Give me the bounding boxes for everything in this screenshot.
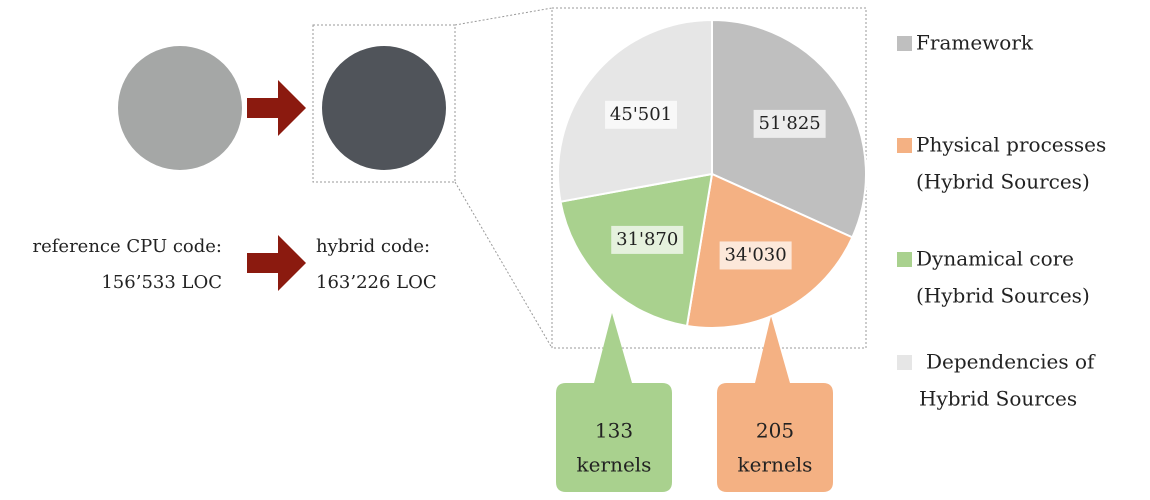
callout [717, 316, 833, 492]
zoom-line [454, 7, 553, 26]
arrow [247, 80, 306, 136]
legend-label: Physical processes [916, 133, 1106, 157]
legend-label: Hybrid Sources [919, 387, 1077, 411]
slice-label: 51'825 [759, 113, 821, 134]
legend-label: Dependencies of [926, 350, 1096, 374]
label-bg [611, 225, 684, 254]
label-bg [753, 109, 826, 138]
reference-loc: 156’533 LOC [101, 272, 222, 293]
legend-swatch [897, 355, 912, 370]
callout-unit: kernels [738, 453, 813, 477]
arrow [247, 235, 306, 291]
hybrid-loc: 163’226 LOC [316, 272, 437, 293]
slice-label: 31'870 [616, 229, 678, 250]
zoom-box [312, 24, 456, 183]
callout [556, 313, 672, 492]
legend-label: Dynamical core [916, 247, 1074, 271]
label-bg [605, 100, 678, 129]
legend-swatch [897, 252, 912, 267]
hybrid-label: hybrid code: [316, 236, 430, 257]
legend-label: Framework [916, 31, 1034, 55]
legend-swatch [897, 138, 912, 153]
callout-count: 133 [595, 419, 633, 443]
callout-count: 205 [756, 419, 794, 443]
legend-label: (Hybrid Sources) [916, 284, 1090, 308]
zoom-line [454, 181, 553, 349]
slice-label: 45'501 [610, 104, 672, 125]
slice-label: 34'030 [725, 244, 787, 265]
label-bg [719, 241, 792, 270]
hybrid-circle [322, 46, 446, 170]
legend-swatch [897, 36, 912, 51]
reference-circle [118, 46, 242, 170]
legend-label: (Hybrid Sources) [916, 170, 1090, 194]
reference-label: reference CPU code: [33, 236, 223, 257]
callout-unit: kernels [577, 453, 652, 477]
